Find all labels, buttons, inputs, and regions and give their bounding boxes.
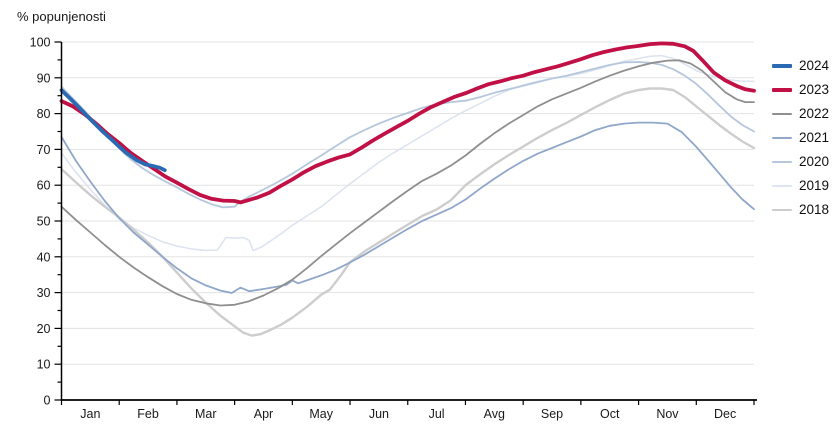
legend-label: 2022: [799, 106, 830, 122]
legend-label: 2018: [799, 202, 830, 218]
series-line-2021: [60, 121, 755, 294]
series-line-2019: [60, 54, 755, 252]
legend-item-2018[interactable]: 2018: [772, 198, 829, 222]
legend-swatch-2021: [772, 137, 792, 139]
y-tick-label: 80: [37, 107, 51, 121]
legend-label: 2020: [799, 154, 830, 170]
y-tick-label: 60: [37, 179, 51, 193]
legend-label: 2024: [799, 58, 830, 74]
legend-swatch-2024: [772, 64, 792, 68]
legend-item-2022[interactable]: 2022: [772, 102, 829, 126]
y-tick-label: 50: [37, 215, 51, 229]
x-tick-label-nov: Nov: [656, 407, 679, 421]
y-tick-label: 10: [37, 358, 51, 372]
legend-swatch-2022: [772, 113, 792, 115]
y-tick-label: 20: [37, 322, 51, 336]
legend-label: 2023: [799, 82, 830, 98]
series-line-2022: [60, 59, 755, 307]
x-tick-label-oct: Oct: [600, 407, 620, 421]
x-tick-label-jul: Jul: [429, 407, 445, 421]
x-tick-label-feb: Feb: [137, 407, 159, 421]
legend-swatch-2019: [772, 185, 792, 187]
legend-swatch-2023: [772, 88, 792, 92]
y-tick-label: 30: [37, 286, 51, 300]
y-tick-label: 100: [30, 36, 51, 50]
x-tick-label-may: May: [309, 407, 333, 421]
series-line-2018: [60, 87, 756, 337]
chart-title: % popunjenosti: [17, 9, 106, 24]
y-tick-label: 70: [37, 143, 51, 157]
x-tick-label-avg: Avg: [484, 407, 505, 421]
x-tick-label-dec: Dec: [714, 407, 736, 421]
legend-item-2021[interactable]: 2021: [772, 126, 829, 150]
legend-item-2019[interactable]: 2019: [772, 174, 829, 198]
legend-label: 2019: [799, 178, 830, 194]
chart-legend: 2024 2023 2022 2021 2020 2019 2018: [772, 54, 829, 222]
x-tick-label-jun: Jun: [369, 407, 389, 421]
x-tick-label-sep: Sep: [541, 407, 563, 421]
x-tick-label-apr: Apr: [254, 407, 273, 421]
x-tick-label-mar: Mar: [195, 407, 217, 421]
y-tick-label: 40: [37, 250, 51, 264]
legend-label: 2021: [799, 130, 830, 146]
series-line-2024: [59, 88, 167, 173]
y-tick-label: 0: [44, 394, 51, 408]
x-tick-label-jan: Jan: [80, 407, 100, 421]
series-line-2023: [59, 41, 756, 205]
legend-item-2024[interactable]: 2024: [772, 54, 829, 78]
legend-swatch-2020: [772, 161, 792, 163]
legend-item-2023[interactable]: 2023: [772, 78, 829, 102]
legend-item-2020[interactable]: 2020: [772, 150, 829, 174]
y-tick-label: 90: [37, 71, 51, 85]
legend-swatch-2018: [772, 209, 792, 211]
